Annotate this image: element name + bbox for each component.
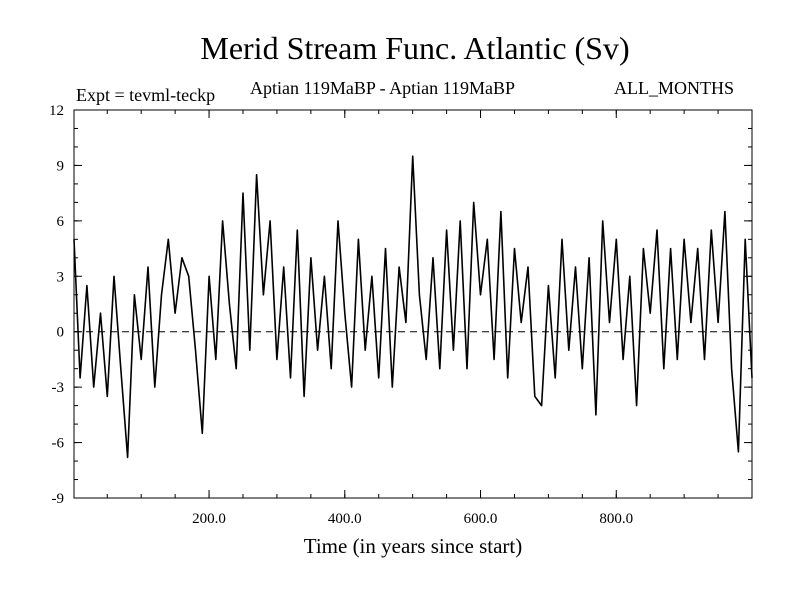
x-tick-label: 600.0 [464,511,498,527]
x-tick-label: 800.0 [599,511,633,527]
y-axis: -9 -6 -3 0 3 6 9 12 [49,103,752,507]
y-tick-label: -3 [52,380,65,396]
y-tick-label: 3 [57,269,65,285]
x-tick-label: 400.0 [328,511,362,527]
experiment-label: Expt = tevml-teckp [76,85,216,105]
x-axis-label: Time (in years since start) [304,534,523,558]
series-line [73,155,753,459]
y-tick-label: 9 [57,158,65,174]
y-tick-label: 12 [49,103,64,119]
period-label: ALL_MONTHS [614,78,734,98]
y-tick-label: -9 [52,491,65,507]
comparison-label: Aptian 119MaBP - Aptian 119MaBP [250,78,515,98]
y-tick-label: -6 [52,436,65,452]
y-tick-label: 0 [57,325,65,341]
x-tick-label: 200.0 [192,511,226,527]
chart-title: Merid Stream Func. Atlantic (Sv) [200,30,630,66]
x-axis: 200.0 400.0 600.0 800.0 [106,110,719,527]
y-tick-label: 6 [57,214,65,230]
